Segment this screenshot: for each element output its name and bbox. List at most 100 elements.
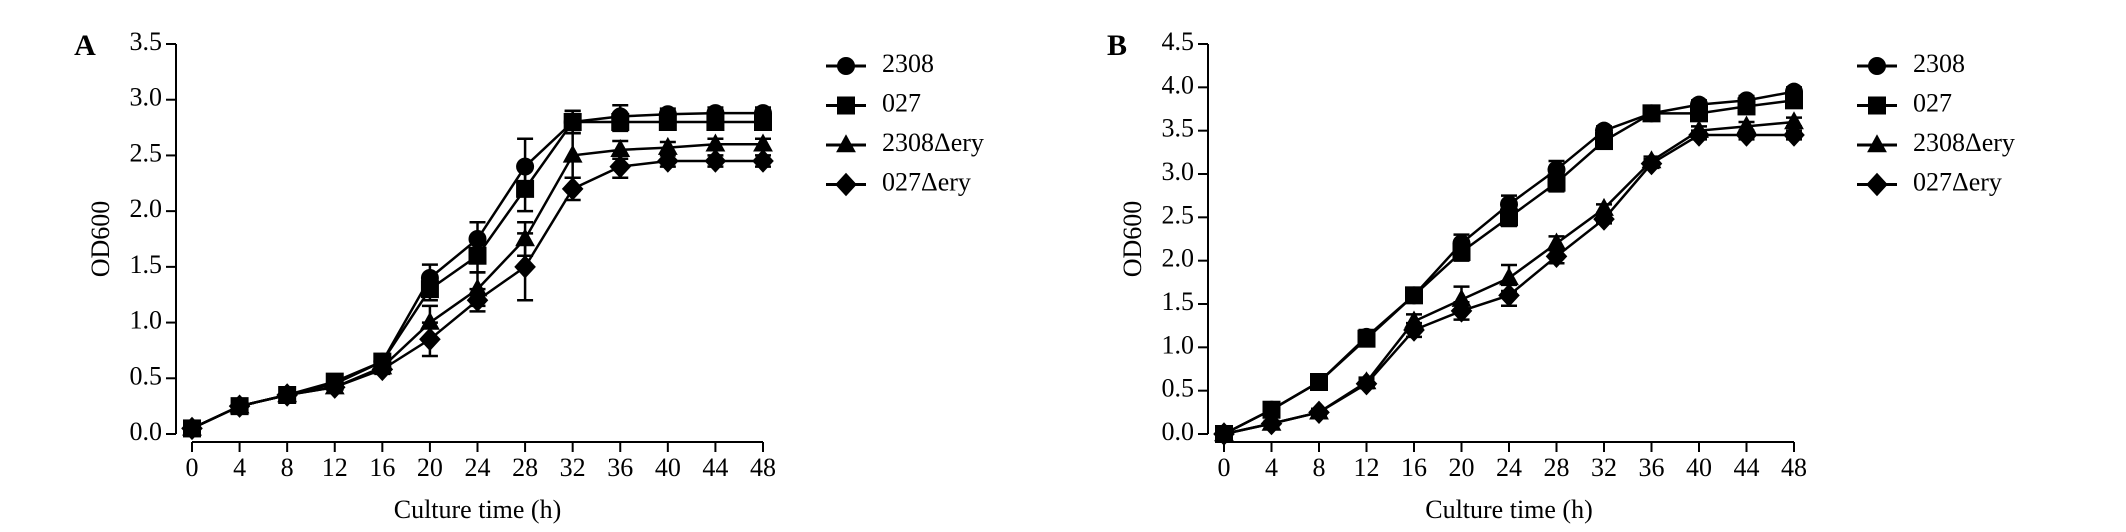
- marker: [419, 327, 441, 351]
- marker: [1783, 123, 1805, 147]
- marker: [1500, 208, 1518, 227]
- marker: [754, 113, 772, 131]
- marker: [516, 179, 535, 198]
- marker: [1310, 373, 1328, 391]
- marker: [562, 144, 583, 163]
- marker: [1735, 123, 1758, 147]
- legend-label: 2308: [882, 49, 934, 78]
- x-tick-label: 12: [1354, 453, 1380, 482]
- marker: [658, 113, 677, 131]
- x-tick-label: 36: [607, 453, 633, 482]
- marker: [371, 357, 394, 382]
- y-tick-label: 2.5: [1162, 200, 1195, 229]
- y-tick-label: 1.5: [1162, 287, 1195, 316]
- marker: [1868, 96, 1886, 115]
- x-tick-label: 0: [1218, 453, 1231, 482]
- marker: [610, 139, 631, 158]
- marker: [835, 172, 857, 197]
- marker: [1640, 151, 1663, 176]
- marker: [1403, 318, 1425, 342]
- legend-label: 2308Δery: [1913, 128, 2015, 157]
- y-tick-label: 4.0: [1162, 70, 1195, 99]
- x-tick-label: 32: [1591, 453, 1617, 482]
- x-tick-label: 44: [702, 453, 728, 482]
- y-tick-label: 1.0: [130, 306, 163, 335]
- x-tick-label: 24: [465, 453, 491, 482]
- marker: [1357, 329, 1376, 348]
- y-tick-label: 2.0: [130, 194, 163, 223]
- marker: [468, 246, 487, 265]
- x-tick-label: 28: [512, 453, 538, 482]
- panel-label: A: [74, 29, 96, 62]
- marker: [228, 394, 251, 418]
- marker: [1262, 400, 1281, 419]
- x-tick-label: 0: [186, 453, 199, 482]
- marker: [705, 133, 726, 152]
- legend-label: 027: [882, 88, 921, 117]
- legend-label: 2308Δery: [882, 128, 984, 157]
- y-tick-label: 2.5: [130, 138, 163, 167]
- x-tick-label: 40: [655, 453, 681, 482]
- marker: [323, 375, 346, 399]
- marker: [1595, 132, 1613, 151]
- marker: [611, 113, 630, 131]
- y-axis-label: OD600: [86, 201, 115, 278]
- x-tick-label: 20: [1449, 453, 1475, 482]
- legend-label: 2308: [1913, 49, 1965, 78]
- marker: [276, 383, 298, 407]
- x-tick-label: 24: [1496, 453, 1522, 482]
- marker: [467, 278, 488, 297]
- x-axis-label: Culture time (h): [394, 495, 562, 524]
- marker: [1545, 244, 1568, 269]
- marker: [837, 96, 855, 115]
- marker: [706, 113, 725, 131]
- y-tick-label: 3.5: [1162, 114, 1195, 143]
- marker: [1868, 57, 1886, 75]
- marker: [836, 134, 856, 153]
- marker: [704, 149, 727, 173]
- x-tick-label: 12: [322, 453, 348, 482]
- x-tick-label: 40: [1686, 453, 1712, 482]
- x-tick-label: 4: [1265, 453, 1278, 482]
- marker: [1450, 299, 1473, 323]
- marker: [1642, 104, 1661, 123]
- legend-label: 027: [1913, 88, 1952, 117]
- marker: [1547, 173, 1566, 192]
- marker: [1785, 91, 1803, 110]
- marker: [563, 113, 582, 131]
- x-tick-label: 16: [369, 453, 395, 482]
- series-line: [1223, 90, 1795, 436]
- marker: [1213, 422, 1235, 446]
- marker: [1593, 207, 1615, 231]
- y-tick-label: 3.5: [130, 27, 163, 56]
- x-tick-label: 8: [1313, 453, 1326, 482]
- marker: [657, 149, 679, 173]
- marker: [181, 416, 203, 441]
- marker: [1355, 372, 1378, 396]
- panel-label: B: [1107, 29, 1127, 62]
- marker: [1737, 97, 1756, 116]
- x-tick-label: 32: [560, 453, 586, 482]
- marker: [1452, 243, 1471, 261]
- marker: [420, 280, 439, 299]
- marker: [753, 133, 773, 152]
- marker: [1308, 400, 1330, 425]
- marker: [466, 288, 489, 312]
- x-tick-label: 8: [281, 453, 294, 482]
- x-tick-label: 4: [233, 453, 246, 482]
- y-tick-label: 1.0: [1162, 330, 1195, 359]
- legend-label: 027Δery: [882, 167, 971, 196]
- marker: [1688, 123, 1710, 147]
- y-tick-label: 1.5: [130, 250, 163, 279]
- x-tick-label: 16: [1401, 453, 1427, 482]
- y-tick-label: 0.0: [130, 417, 163, 446]
- x-tick-label: 48: [1781, 453, 1807, 482]
- x-tick-label: 44: [1734, 453, 1760, 482]
- y-tick-label: 4.5: [1162, 27, 1195, 56]
- legend-label: 027Δery: [1913, 167, 2002, 196]
- x-axis-label: Culture time (h): [1425, 495, 1593, 524]
- marker: [1405, 286, 1423, 305]
- y-tick-label: 0.5: [130, 361, 163, 390]
- marker: [837, 57, 855, 75]
